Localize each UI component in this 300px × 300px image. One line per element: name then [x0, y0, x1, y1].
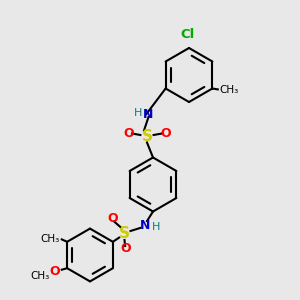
- Text: O: O: [49, 265, 60, 278]
- Text: N: N: [140, 219, 151, 232]
- Text: S: S: [119, 226, 130, 242]
- Text: O: O: [160, 127, 171, 140]
- Text: N: N: [143, 107, 154, 121]
- Text: Cl: Cl: [180, 28, 195, 40]
- Text: CH₃: CH₃: [40, 234, 60, 244]
- Text: O: O: [107, 212, 118, 226]
- Text: O: O: [121, 242, 131, 256]
- Text: CH₃: CH₃: [30, 271, 49, 281]
- Text: H: H: [134, 107, 142, 118]
- Text: O: O: [123, 127, 134, 140]
- Text: CH₃: CH₃: [219, 85, 238, 95]
- Text: S: S: [142, 129, 152, 144]
- Text: H: H: [152, 222, 160, 232]
